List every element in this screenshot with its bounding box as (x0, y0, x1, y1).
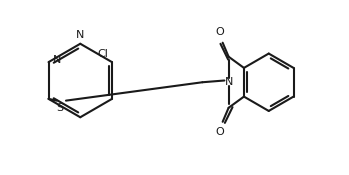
Text: N: N (53, 55, 61, 65)
Text: N: N (224, 77, 233, 87)
Text: Cl: Cl (97, 49, 108, 59)
Text: O: O (215, 127, 224, 137)
Text: S: S (56, 103, 63, 113)
Text: O: O (215, 27, 224, 37)
Text: N: N (76, 30, 84, 40)
